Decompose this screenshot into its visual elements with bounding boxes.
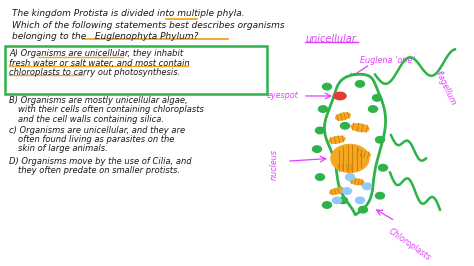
Ellipse shape [330,188,344,194]
Ellipse shape [379,164,388,171]
Text: Which of the following statements best describes organisms: Which of the following statements best d… [12,20,284,30]
Ellipse shape [346,174,355,180]
Ellipse shape [356,150,370,157]
Text: flagellum: flagellum [433,70,457,107]
Text: c) Organisms are unicellular, and they are: c) Organisms are unicellular, and they a… [9,126,185,135]
Text: skin of large animals.: skin of large animals. [18,144,108,153]
Ellipse shape [336,113,350,120]
Ellipse shape [316,127,325,134]
Ellipse shape [329,136,345,143]
Ellipse shape [363,183,372,190]
Text: chloroplasts to carry out photosynthesis.: chloroplasts to carry out photosynthesis… [9,68,180,77]
Ellipse shape [356,197,365,203]
Ellipse shape [375,136,384,143]
Text: with their cells often containing chloroplasts: with their cells often containing chloro… [18,105,204,114]
Ellipse shape [356,81,365,87]
Ellipse shape [351,124,369,132]
Text: Euglena ‘one’: Euglena ‘one’ [360,56,415,65]
Polygon shape [324,74,385,215]
Ellipse shape [319,106,328,112]
Text: often found living as parasites on the: often found living as parasites on the [18,135,174,144]
Text: A) Organisms are unicellular, they inhabit: A) Organisms are unicellular, they inhab… [9,49,183,59]
Text: nucleus: nucleus [270,149,279,180]
Ellipse shape [358,206,367,213]
Ellipse shape [375,192,384,199]
Ellipse shape [312,146,321,152]
Ellipse shape [338,197,347,203]
Text: belonging to the   Euglenophyta Phylum?: belonging to the Euglenophyta Phylum? [12,32,199,41]
Ellipse shape [322,202,331,208]
Ellipse shape [316,174,325,180]
Ellipse shape [350,179,364,185]
Ellipse shape [334,92,346,100]
Text: eyespot: eyespot [267,92,299,101]
Text: B) Organisms are mostly unicellular algae,: B) Organisms are mostly unicellular alga… [9,96,188,105]
Text: fresh water or salt water, and most contain: fresh water or salt water, and most cont… [9,59,190,68]
Ellipse shape [332,197,341,203]
Text: D) Organisms move by the use of Cilia, and: D) Organisms move by the use of Cilia, a… [9,157,191,165]
Ellipse shape [331,144,369,172]
Ellipse shape [373,95,382,101]
Ellipse shape [340,123,349,129]
Text: Chloroplasts: Chloroplasts [387,226,433,262]
Ellipse shape [322,84,331,90]
Text: The kingdom Protista is divided into multiple phyla.: The kingdom Protista is divided into mul… [12,9,245,18]
Ellipse shape [337,164,353,171]
Text: and the cell walls containing silica.: and the cell walls containing silica. [18,115,164,124]
Text: they often predate on smaller protists.: they often predate on smaller protists. [18,166,180,175]
Text: unicellular: unicellular [305,34,356,44]
Ellipse shape [343,188,352,194]
Ellipse shape [368,106,377,112]
